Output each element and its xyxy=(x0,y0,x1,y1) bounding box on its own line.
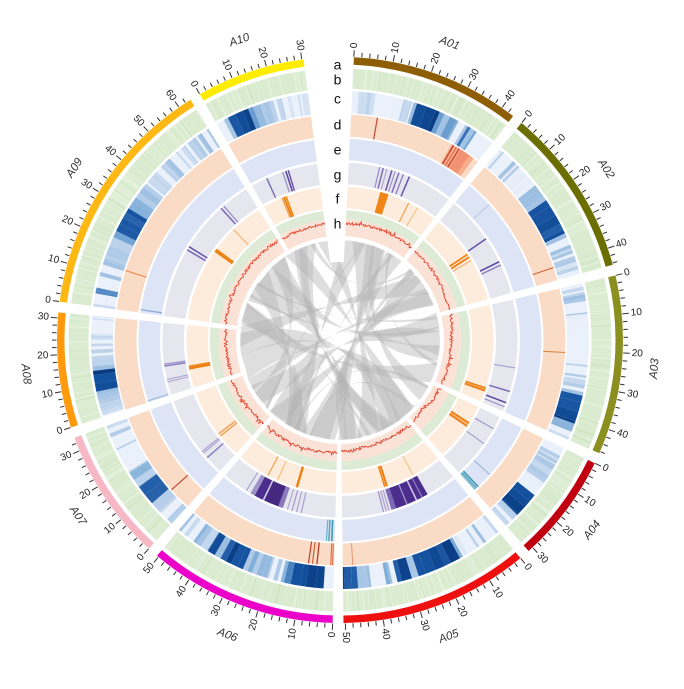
svg-text:a: a xyxy=(334,57,342,73)
svg-text:f: f xyxy=(336,191,340,207)
svg-text:e: e xyxy=(334,142,342,158)
svg-text:10: 10 xyxy=(630,307,643,319)
svg-text:40: 40 xyxy=(379,628,392,641)
svg-text:A03: A03 xyxy=(648,357,662,380)
svg-text:30: 30 xyxy=(293,39,305,52)
svg-text:b: b xyxy=(334,72,342,88)
svg-text:10: 10 xyxy=(286,627,299,640)
svg-text:20: 20 xyxy=(631,348,643,360)
svg-text:c: c xyxy=(334,91,341,107)
svg-text:50: 50 xyxy=(340,632,351,644)
svg-text:d: d xyxy=(334,117,342,133)
svg-text:30: 30 xyxy=(37,311,49,323)
svg-text:g: g xyxy=(334,167,342,183)
svg-text:0: 0 xyxy=(327,631,338,637)
svg-text:20: 20 xyxy=(37,350,49,362)
svg-text:h: h xyxy=(334,216,342,232)
svg-text:0: 0 xyxy=(349,42,360,49)
svg-text:A08: A08 xyxy=(19,362,33,385)
